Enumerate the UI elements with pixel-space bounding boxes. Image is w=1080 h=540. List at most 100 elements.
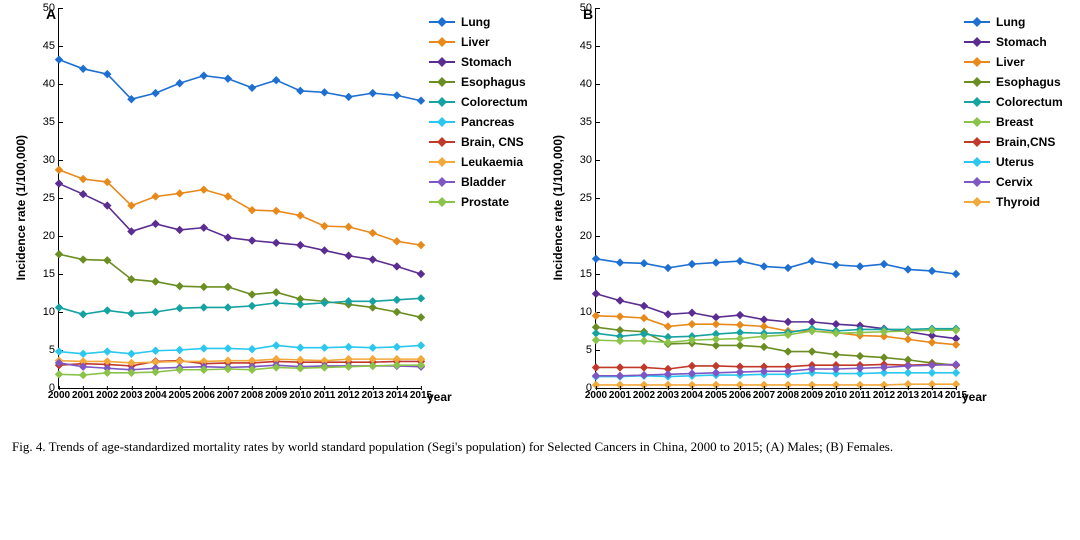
legend-label: Prostate — [461, 195, 509, 209]
y-tick: 50 — [568, 2, 596, 14]
series-marker — [200, 223, 208, 231]
series-marker — [224, 74, 232, 82]
y-tick: 5 — [568, 344, 596, 356]
series-marker — [296, 300, 304, 308]
x-tick: 2006 — [193, 390, 215, 401]
series-line — [59, 60, 421, 101]
y-tick: 5 — [31, 344, 59, 356]
series-marker — [248, 84, 256, 92]
series-marker — [296, 344, 304, 352]
series-marker — [417, 270, 425, 278]
series-marker — [904, 362, 912, 370]
series-marker — [616, 363, 624, 371]
legend-label: Esophagus — [996, 75, 1061, 89]
x-ticks-a: 2000200120022003200420052006200720082009… — [59, 388, 421, 408]
series-marker — [272, 299, 280, 307]
series-marker — [640, 302, 648, 310]
x-tick: 2000 — [585, 390, 607, 401]
legend-label: Stomach — [461, 55, 512, 69]
legend-swatch — [964, 16, 990, 28]
series-marker — [344, 343, 352, 351]
series-marker — [856, 352, 864, 360]
series-marker — [640, 371, 648, 379]
y-tick: 25 — [568, 192, 596, 204]
series-marker — [688, 320, 696, 328]
legend-swatch — [429, 96, 455, 108]
series-marker — [224, 233, 232, 241]
legend-label: Brain,CNS — [996, 135, 1055, 149]
series-marker — [736, 311, 744, 319]
legend-swatch — [964, 196, 990, 208]
series-marker — [928, 326, 936, 334]
series-marker — [79, 371, 87, 379]
legend-item: Esophagus — [429, 72, 543, 92]
series-marker — [320, 222, 328, 230]
legend-swatch — [429, 36, 455, 48]
series-marker — [928, 338, 936, 346]
series-marker — [952, 326, 960, 334]
series-marker — [79, 175, 87, 183]
series-marker — [712, 335, 720, 343]
x-tick: 2005 — [169, 390, 191, 401]
series-line — [596, 330, 956, 342]
series-marker — [640, 337, 648, 345]
x-axis-label-a: year — [427, 390, 452, 404]
series-marker — [296, 241, 304, 249]
series-marker — [151, 89, 159, 97]
series-marker — [127, 350, 135, 358]
legend-swatch — [429, 136, 455, 148]
legend-label: Breast — [996, 115, 1033, 129]
series-marker — [320, 246, 328, 254]
legend-item: Stomach — [429, 52, 543, 72]
series-marker — [664, 338, 672, 346]
series-marker — [200, 283, 208, 291]
series-marker — [736, 321, 744, 329]
plot-a: 05101520253035404550 2000200120022003200… — [58, 8, 421, 389]
series-marker — [616, 296, 624, 304]
legend-item: Brain,CNS — [964, 132, 1078, 152]
series-marker — [616, 337, 624, 345]
series-marker — [369, 297, 377, 305]
series-marker — [369, 89, 377, 97]
series-marker — [808, 257, 816, 265]
x-tick: 2013 — [362, 390, 384, 401]
series-marker — [393, 296, 401, 304]
series-marker — [417, 241, 425, 249]
x-tick: 2000 — [48, 390, 70, 401]
series-marker — [272, 239, 280, 247]
x-tick: 2004 — [144, 390, 166, 401]
x-tick: 2001 — [609, 390, 631, 401]
x-tick: 2004 — [681, 390, 703, 401]
x-tick: 2006 — [729, 390, 751, 401]
series-line — [596, 384, 956, 385]
legend-label: Esophagus — [461, 75, 526, 89]
series-marker — [928, 369, 936, 377]
legend-label: Lung — [996, 15, 1025, 29]
x-tick: 2003 — [657, 390, 679, 401]
series-marker — [248, 236, 256, 244]
legend-swatch — [964, 116, 990, 128]
series-marker — [688, 260, 696, 268]
legend-swatch — [429, 76, 455, 88]
series-marker — [175, 304, 183, 312]
legend-label: Uterus — [996, 155, 1034, 169]
legend-item: Brain, CNS — [429, 132, 543, 152]
legend-swatch — [964, 56, 990, 68]
series-marker — [79, 65, 87, 73]
series-marker — [616, 258, 624, 266]
series-marker — [616, 312, 624, 320]
series-marker — [320, 344, 328, 352]
y-tick: 30 — [31, 154, 59, 166]
x-ticks-b: 2000200120022003200420052006200720082009… — [596, 388, 956, 408]
legend-label: Lung — [461, 15, 490, 29]
legend-item: Liver — [964, 52, 1078, 72]
y-tick: 35 — [568, 116, 596, 128]
legend-swatch — [964, 156, 990, 168]
y-ticks-a: 05101520253035404550 — [31, 8, 59, 388]
x-tick: 2010 — [825, 390, 847, 401]
series-marker — [272, 288, 280, 296]
series-marker — [712, 258, 720, 266]
y-axis-label-a: Incidence rate (1/100,000) — [12, 135, 30, 280]
series-marker — [616, 372, 624, 380]
series-marker — [248, 206, 256, 214]
